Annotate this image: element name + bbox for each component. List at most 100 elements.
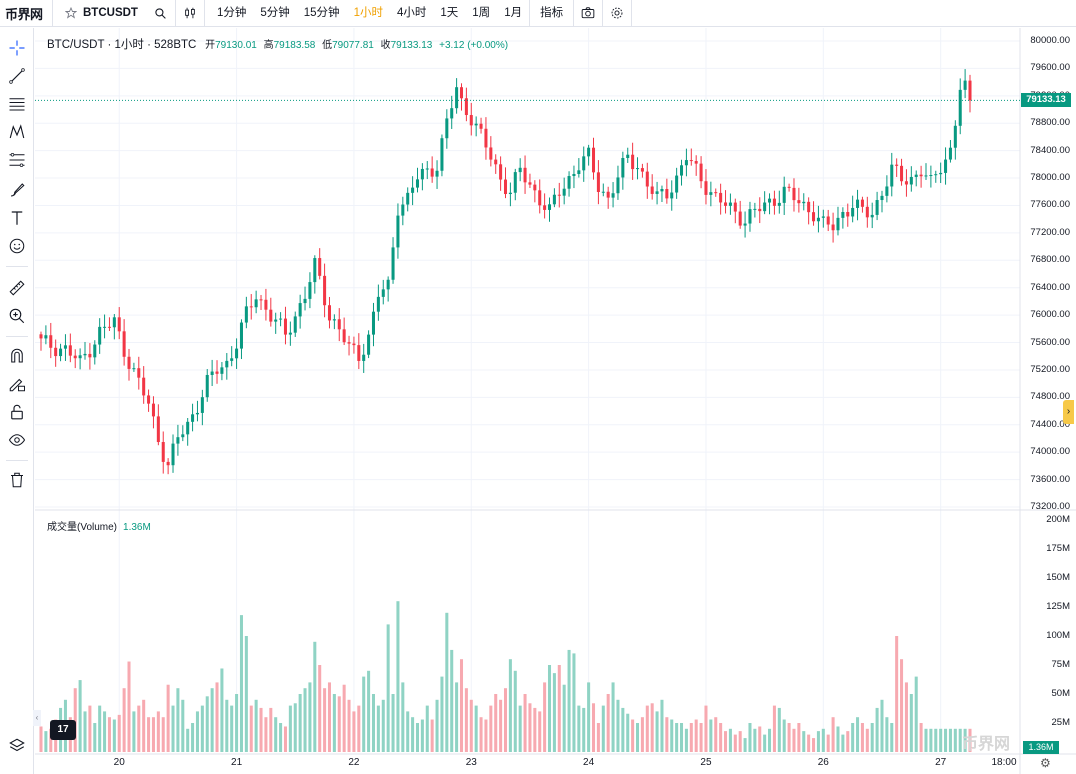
candle-body [812, 212, 816, 222]
layers-icon[interactable] [8, 737, 26, 758]
candle-body [953, 125, 957, 148]
volume-bar [924, 728, 928, 752]
search-icon[interactable] [154, 7, 167, 20]
candles-icon[interactable] [176, 0, 204, 27]
timeframe-3[interactable]: 1小时 [353, 6, 383, 19]
price-axis-label: 74400.00 [1030, 418, 1070, 430]
candle-body [875, 200, 879, 215]
eye-icon[interactable] [5, 428, 29, 452]
candle-body [939, 172, 943, 175]
volume-bar [499, 699, 503, 752]
expand-panel-button[interactable]: › [1063, 400, 1074, 424]
candle-body [371, 311, 375, 335]
volume-bar [425, 705, 429, 752]
candle-body [396, 215, 400, 248]
volume-bar [494, 694, 498, 752]
camera-icon[interactable] [574, 0, 602, 27]
timeframe-5[interactable]: 1天 [440, 6, 459, 19]
volume-bar [166, 684, 170, 752]
indicators-button[interactable]: 指标 [540, 6, 564, 19]
fib-icon[interactable] [5, 148, 29, 172]
symbol-name[interactable]: BTCUSDT [83, 7, 138, 19]
volume-bar [225, 699, 229, 752]
volume-bar [415, 723, 420, 752]
volume-bar [337, 696, 341, 752]
candle-body [694, 161, 698, 164]
volume-bar [543, 682, 547, 752]
candle-body [220, 367, 224, 374]
price-axis-label: 77200.00 [1030, 226, 1070, 238]
pattern-icon[interactable] [5, 120, 29, 144]
star-icon[interactable] [65, 7, 77, 19]
volume-bar [895, 636, 899, 752]
volume-bar [953, 728, 957, 752]
candle-body [523, 167, 527, 183]
candle-body [904, 181, 908, 185]
candle-body [244, 306, 248, 323]
volume-bar [479, 717, 483, 752]
site-logo[interactable]: 币界网 [5, 6, 43, 22]
candle-body [890, 164, 894, 187]
brush-icon[interactable] [5, 178, 29, 202]
horizontal-lines-icon[interactable] [5, 92, 29, 116]
volume-bar [513, 670, 517, 752]
crosshair-icon[interactable] [5, 36, 29, 60]
volume-axis-label: 100M [1046, 630, 1070, 641]
lock-icon[interactable] [5, 400, 29, 424]
candle-body [807, 201, 811, 213]
timeframe-7[interactable]: 1月 [504, 6, 523, 19]
candle-body [851, 207, 855, 217]
volume-bar [430, 719, 434, 752]
symbol-selector[interactable]: BTCUSDT [53, 0, 175, 27]
volume-bar [670, 719, 674, 752]
candle-body [802, 201, 806, 204]
candle-body [200, 397, 204, 413]
volume-bar [724, 731, 728, 752]
ruler-icon[interactable] [5, 276, 29, 300]
watermark: 币界网 [962, 736, 1011, 753]
candle-body [591, 147, 596, 173]
chart-settings-icon[interactable]: ⚙ [1040, 756, 1051, 770]
volume-bar [547, 665, 552, 752]
volume-bar [523, 694, 527, 752]
candle-body [430, 168, 434, 177]
volume-bar [455, 682, 459, 752]
tradingview-logo[interactable]: 17 [50, 720, 76, 740]
emoji-icon[interactable] [5, 234, 29, 258]
magnet-icon[interactable] [5, 344, 29, 368]
candle-body [914, 174, 918, 177]
volume-bar [728, 728, 732, 752]
timeframe-0[interactable]: 1分钟 [216, 6, 247, 19]
volume-legend: 成交量(Volume) 1.36M [47, 518, 151, 533]
candle-body [93, 344, 97, 358]
candle-body [186, 421, 190, 435]
candle-body [856, 199, 860, 208]
volume-tag: 1.36M [1023, 741, 1059, 754]
volume-bar [606, 694, 610, 752]
timeframe-2[interactable]: 15分钟 [303, 6, 340, 19]
timeframe-4[interactable]: 4小时 [396, 6, 427, 19]
candle-body [283, 318, 287, 335]
volume-bar [469, 699, 473, 752]
zoom-in-icon[interactable] [5, 304, 29, 328]
time-axis-label: 20 [113, 757, 125, 768]
trash-icon[interactable] [5, 468, 29, 492]
volume-bar [528, 703, 532, 752]
collapse-panel-button[interactable]: ‹ [33, 710, 41, 726]
price-chart[interactable] [35, 28, 1076, 774]
candle-body [782, 186, 786, 203]
volume-bar [533, 707, 537, 752]
candle-body [49, 335, 53, 348]
trend-line-icon[interactable] [5, 64, 29, 88]
text-icon[interactable] [5, 206, 29, 230]
timeframe-6[interactable]: 1周 [472, 6, 491, 19]
timeframe-1[interactable]: 5分钟 [260, 6, 290, 19]
lock-pencil-icon[interactable] [5, 372, 29, 396]
gear-icon[interactable] [603, 0, 631, 27]
volume-bar [851, 723, 855, 752]
volume-bar [279, 723, 283, 752]
volume-axis-label: 200M [1046, 514, 1070, 525]
volume-bar [244, 636, 248, 752]
candle-body [425, 168, 429, 170]
